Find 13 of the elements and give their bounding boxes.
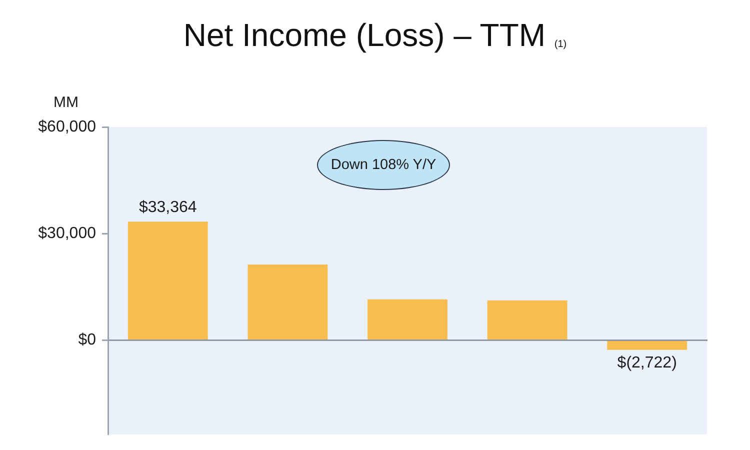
- data-label: $(2,722): [617, 354, 677, 372]
- y-tick-label: $30,000: [38, 225, 96, 242]
- bar: [487, 300, 568, 340]
- chart-title: Net Income (Loss) – TTM $_{(1)}$: [182, 16, 568, 55]
- bar: [368, 299, 448, 340]
- y-tick-label: $60,000: [38, 118, 96, 136]
- bar: [128, 222, 208, 340]
- y-tick-label: $0: [78, 332, 96, 349]
- y-axis-title: MM: [54, 94, 78, 112]
- data-label: $33,364: [138, 199, 197, 216]
- bar: [607, 340, 688, 350]
- annotation: Down 108% Y/Y: [330, 157, 436, 173]
- bar: [248, 264, 328, 340]
